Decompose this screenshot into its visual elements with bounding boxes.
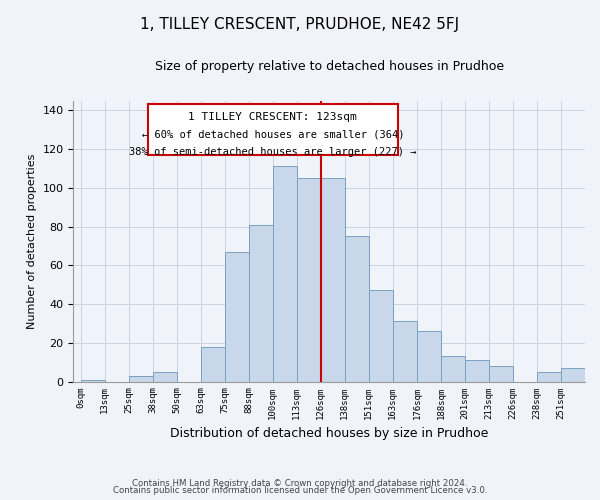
Bar [561, 368, 585, 382]
Text: 1 TILLEY CRESCENT: 123sqm: 1 TILLEY CRESCENT: 123sqm [188, 112, 357, 122]
Bar [297, 178, 321, 382]
Bar [273, 166, 297, 382]
Text: ← 60% of detached houses are smaller (364): ← 60% of detached houses are smaller (36… [142, 130, 404, 140]
Bar [441, 356, 465, 382]
Bar [489, 366, 513, 382]
Bar [249, 224, 273, 382]
Text: Contains HM Land Registry data © Crown copyright and database right 2024.: Contains HM Land Registry data © Crown c… [132, 478, 468, 488]
Bar [393, 322, 417, 382]
Bar [417, 331, 441, 382]
FancyBboxPatch shape [148, 104, 398, 155]
Bar [128, 376, 152, 382]
Bar [80, 380, 104, 382]
Bar [537, 372, 561, 382]
Bar [465, 360, 489, 382]
Bar [225, 252, 249, 382]
Bar [369, 290, 393, 382]
Y-axis label: Number of detached properties: Number of detached properties [27, 154, 37, 328]
Text: Contains public sector information licensed under the Open Government Licence v3: Contains public sector information licen… [113, 486, 487, 495]
Bar [201, 346, 225, 382]
Title: Size of property relative to detached houses in Prudhoe: Size of property relative to detached ho… [155, 60, 504, 73]
Text: 38% of semi-detached houses are larger (227) →: 38% of semi-detached houses are larger (… [129, 147, 416, 157]
Bar [345, 236, 369, 382]
Bar [321, 178, 345, 382]
X-axis label: Distribution of detached houses by size in Prudhoe: Distribution of detached houses by size … [170, 427, 488, 440]
Bar [152, 372, 176, 382]
Text: 1, TILLEY CRESCENT, PRUDHOE, NE42 5FJ: 1, TILLEY CRESCENT, PRUDHOE, NE42 5FJ [140, 18, 460, 32]
